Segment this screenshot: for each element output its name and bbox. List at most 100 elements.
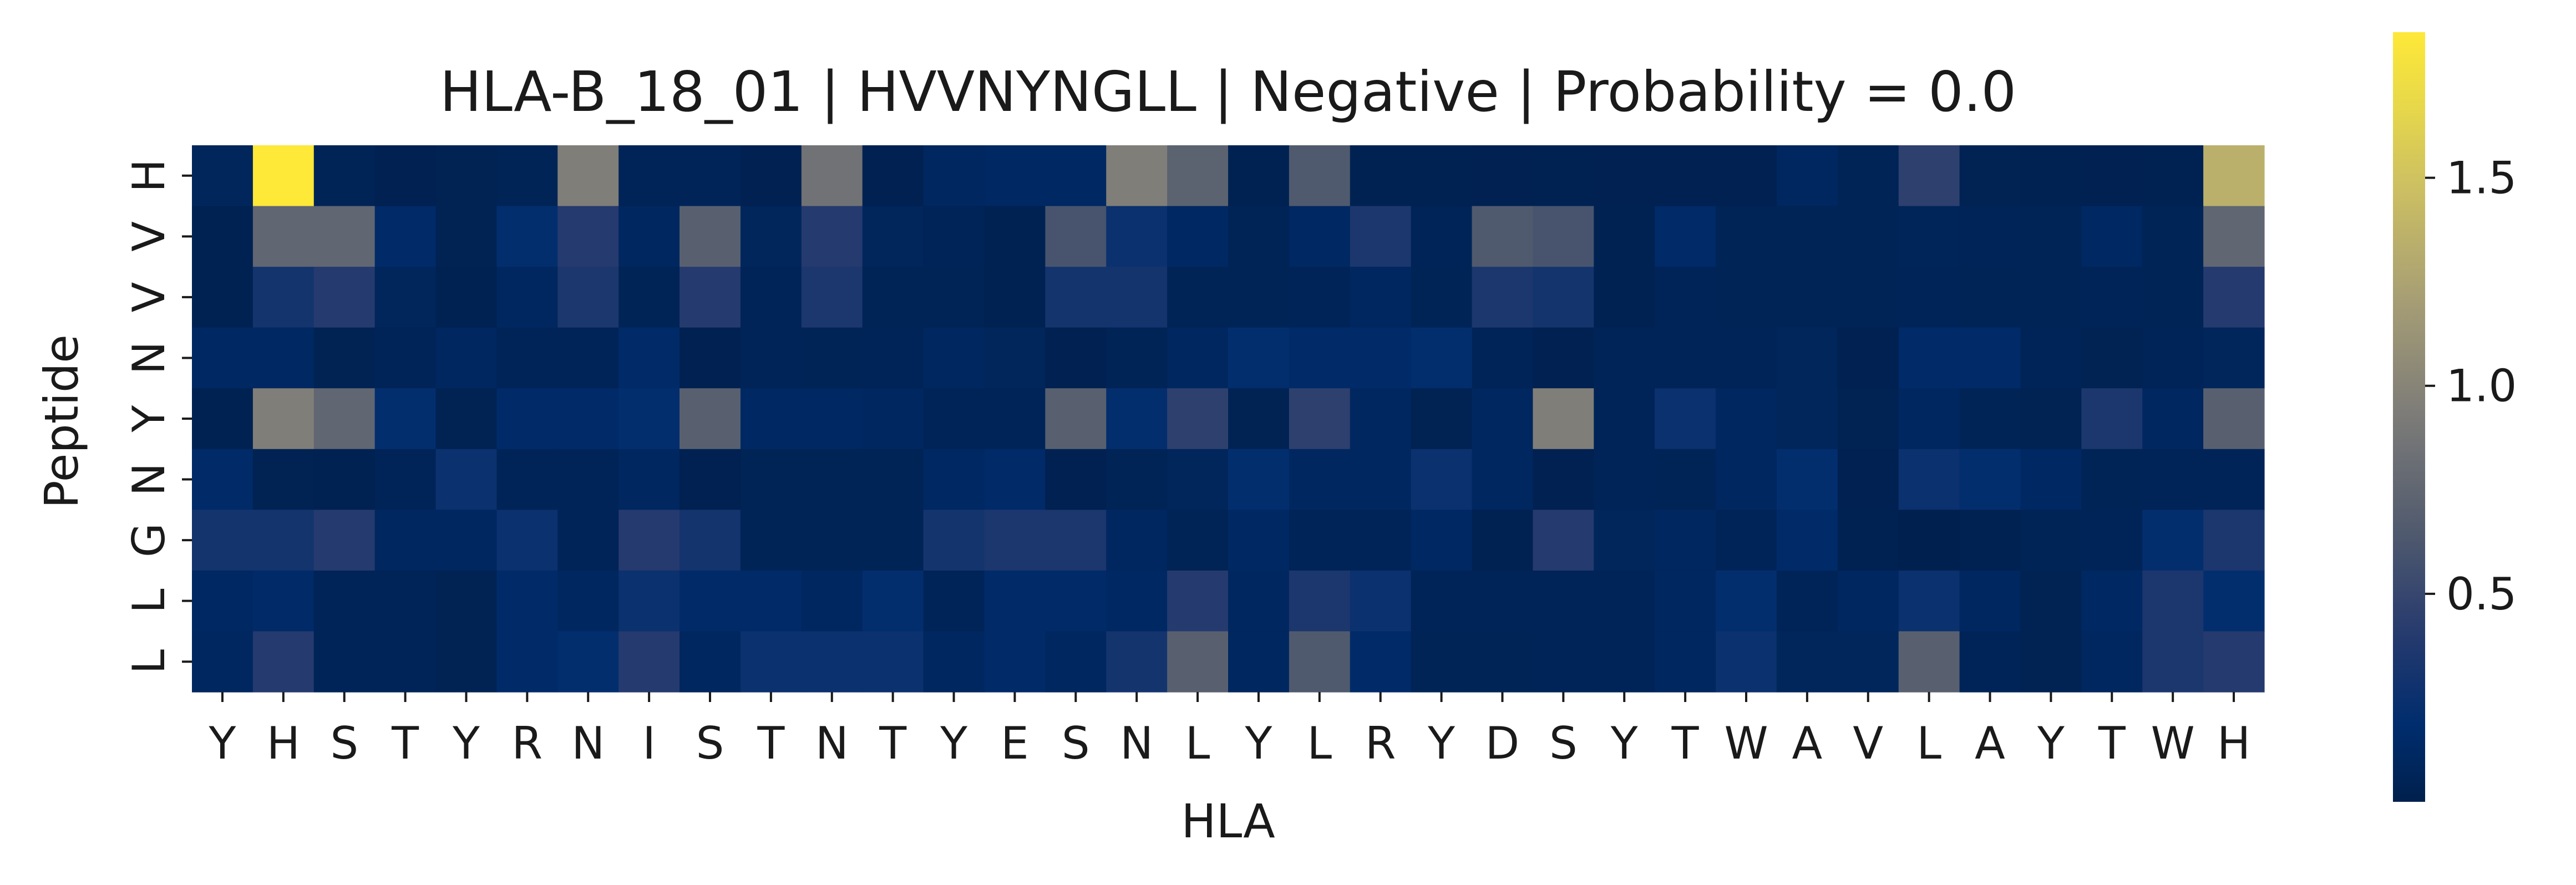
heatmap-cell xyxy=(1533,388,1594,450)
heatmap-cell xyxy=(984,449,1046,510)
heatmap-cell xyxy=(1350,145,1412,207)
heatmap-cell xyxy=(1228,449,1290,510)
heatmap-cell xyxy=(1716,631,1777,693)
heatmap-cell xyxy=(557,327,619,389)
heatmap-cell xyxy=(740,206,802,267)
heatmap-cell xyxy=(1959,267,2021,328)
heatmap-cell xyxy=(1472,145,1534,207)
heatmap-cell xyxy=(192,327,253,389)
heatmap-cell xyxy=(192,206,253,267)
heatmap-cell xyxy=(1716,327,1777,389)
heatmap-cell xyxy=(1106,206,1168,267)
heatmap-cell xyxy=(1837,327,1899,389)
heatmap-cell xyxy=(1106,267,1168,328)
heatmap-cell xyxy=(618,449,680,510)
heatmap-cell xyxy=(1106,145,1168,207)
heatmap-cell xyxy=(618,327,680,389)
heatmap-cell xyxy=(1898,510,1960,571)
x-tick-label: T xyxy=(879,718,907,769)
heatmap-cell xyxy=(557,449,619,510)
heatmap-cell xyxy=(1045,206,1107,267)
heatmap-cell xyxy=(496,510,558,571)
heatmap-cell xyxy=(557,145,619,207)
heatmap-cell xyxy=(1837,388,1899,450)
heatmap-cells xyxy=(192,145,2265,693)
heatmap-cell xyxy=(1716,145,1777,207)
heatmap-cell xyxy=(252,145,315,207)
heatmap-cell xyxy=(1411,570,1473,632)
heatmap-cell xyxy=(1350,267,1412,328)
y-axis-label: Peptide xyxy=(34,334,89,508)
heatmap-cell xyxy=(1228,510,1290,571)
heatmap-cell xyxy=(2081,327,2143,389)
heatmap-cell xyxy=(801,327,863,389)
heatmap-cell xyxy=(435,206,498,267)
heatmap-cell xyxy=(1472,267,1534,328)
heatmap-cell xyxy=(313,327,376,389)
heatmap-cell xyxy=(1045,388,1107,450)
heatmap-cell xyxy=(2081,570,2143,632)
heatmap-cell xyxy=(1776,510,1838,571)
heatmap-cell xyxy=(1472,327,1534,389)
x-tick-label: H xyxy=(267,718,300,769)
heatmap-cell xyxy=(1959,327,2021,389)
heatmap-cell xyxy=(680,631,741,693)
x-tick-label: Y xyxy=(940,718,968,769)
heatmap-cell xyxy=(1411,449,1473,510)
heatmap-cell xyxy=(618,267,680,328)
heatmap-cell xyxy=(1228,327,1290,389)
heatmap-cell xyxy=(313,267,376,328)
heatmap-cell xyxy=(2203,267,2265,328)
heatmap-cell xyxy=(2203,449,2265,510)
heatmap-cell xyxy=(984,267,1046,328)
heatmap-cell xyxy=(192,388,253,450)
heatmap-cell xyxy=(192,570,253,632)
heatmap-cell xyxy=(1228,570,1290,632)
y-tick-label: H xyxy=(123,159,175,192)
heatmap-cell xyxy=(618,145,680,207)
heatmap-cell xyxy=(1776,388,1838,450)
heatmap-cell xyxy=(862,510,924,571)
x-tick-label: Y xyxy=(2037,718,2065,769)
heatmap-cell xyxy=(618,570,680,632)
heatmap-cell xyxy=(923,631,985,693)
heatmap-cell xyxy=(1472,388,1534,450)
heatmap-cell xyxy=(1045,145,1107,207)
heatmap-cell xyxy=(1776,145,1838,207)
x-tick-label: I xyxy=(642,718,656,769)
heatmap-cell xyxy=(252,570,315,632)
y-tick-label: G xyxy=(123,523,175,557)
x-tick-label: S xyxy=(1062,718,1090,769)
heatmap-cell xyxy=(1228,267,1290,328)
heatmap-cell xyxy=(1411,267,1473,328)
heatmap-cell xyxy=(862,267,924,328)
heatmap-cell xyxy=(1045,570,1107,632)
heatmap-cell xyxy=(923,327,985,389)
heatmap-cell xyxy=(1594,631,1655,693)
heatmap-cell xyxy=(1655,570,1716,632)
heatmap-cell xyxy=(1594,145,1655,207)
heatmap-cell xyxy=(252,267,315,328)
heatmap-cell xyxy=(1411,327,1473,389)
heatmap-cell xyxy=(1167,327,1229,389)
heatmap-cell xyxy=(1411,388,1473,450)
heatmap-cell xyxy=(1045,327,1107,389)
heatmap-cell xyxy=(557,510,619,571)
heatmap-cell xyxy=(374,267,437,328)
heatmap-cell xyxy=(1655,327,1716,389)
heatmap-cell xyxy=(680,145,741,207)
heatmap-cell xyxy=(740,327,802,389)
heatmap-cell xyxy=(1716,267,1777,328)
y-tick-label: N xyxy=(123,463,175,496)
heatmap-cell xyxy=(2203,206,2265,267)
heatmap-cell xyxy=(2142,388,2204,450)
x-tick-label: S xyxy=(1549,718,1578,769)
y-axis-ticks: HVVNYNGLL xyxy=(123,159,192,674)
heatmap-cell xyxy=(1472,570,1534,632)
heatmap-cell xyxy=(1655,267,1716,328)
x-tick-label: A xyxy=(1975,718,2005,769)
y-tick-label: Y xyxy=(123,404,175,433)
heatmap-cell xyxy=(435,449,498,510)
heatmap-cell xyxy=(923,510,985,571)
heatmap-cell xyxy=(1776,267,1838,328)
